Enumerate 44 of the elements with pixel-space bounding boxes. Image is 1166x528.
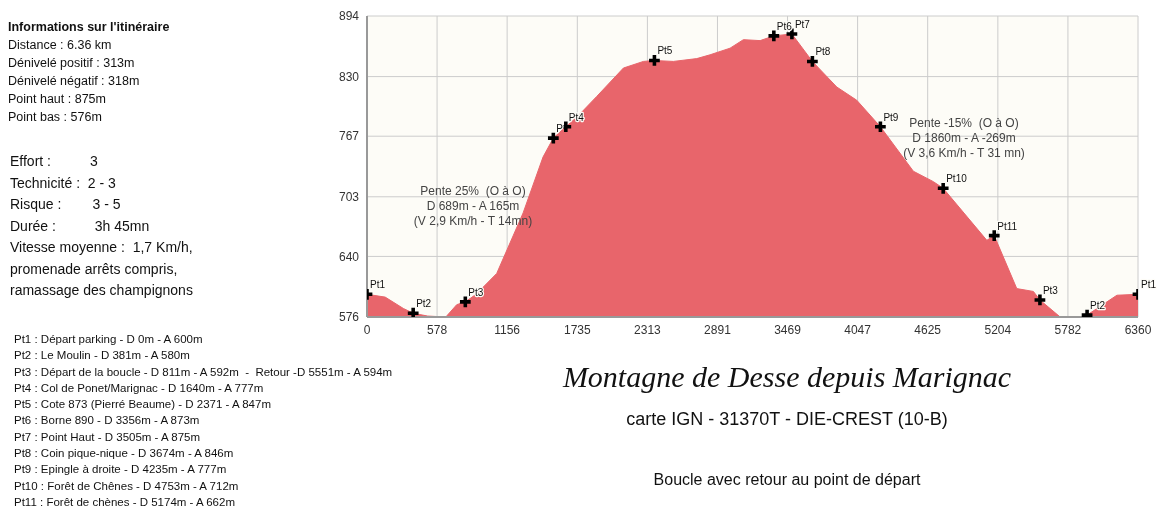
annotation: Pt6 xyxy=(776,20,793,32)
point xyxy=(937,182,949,194)
annotation: Pt9 xyxy=(883,111,899,123)
text: Montagne de Desse depuis Marignac xyxy=(561,360,1013,394)
annotation: Pente -15% (O à O) D 1860m - A -269m (V 3,6 Km/h - T 31 mn) xyxy=(903,116,1025,161)
annotation: Pt8 xyxy=(815,46,831,58)
x-tick-label: 4047 xyxy=(844,322,872,337)
x-tick-label: 6360 xyxy=(1124,322,1152,337)
y-tick-label: 767 xyxy=(338,129,360,144)
x-tick-label: 4625 xyxy=(914,322,942,337)
annotation: Pt2 xyxy=(416,298,432,310)
annotation: Pt1 xyxy=(1141,279,1157,291)
point xyxy=(1034,294,1046,306)
annotation: Pt3 xyxy=(1042,284,1059,296)
point xyxy=(407,307,419,317)
annotation: P xyxy=(556,123,564,135)
y-tick-label: 576 xyxy=(338,310,360,325)
point xyxy=(768,30,780,42)
x-tick-label: 2891 xyxy=(704,322,732,337)
text: Informations sur l'itinéraire Distance : 6.36 km Dénivelé positif : 313m Dénivelé négatif : 318m Point haut : 875m Point bas : 576m xyxy=(8,19,170,126)
point xyxy=(459,296,471,308)
x-tick-label: 5204 xyxy=(984,322,1012,337)
x-tick-label: 1735 xyxy=(563,322,591,337)
x-tick-label: 3469 xyxy=(774,322,802,337)
point xyxy=(786,28,798,40)
y-tick-label: 830 xyxy=(338,69,360,84)
annotation: Pt1 xyxy=(370,279,386,291)
annotation: Pt10 xyxy=(946,173,968,185)
x-tick-label: 1156 xyxy=(494,322,521,337)
y-tick-label: 894 xyxy=(338,9,360,24)
text: Effort : 3 Technicité : 2 - 3 Risque : 3 - 5 Durée : 3h 45mn Vitesse moyenne : 1,7 Km/h, promenade arrêts compris, ramassage des champignons xyxy=(10,152,193,300)
x-tick-label: 578 xyxy=(427,322,448,337)
annotation: Pt7 xyxy=(794,18,811,30)
x-tick-label: 2313 xyxy=(634,322,662,337)
text: Boucle avec retour au point de départ xyxy=(652,470,922,490)
x-tick-label: 5782 xyxy=(1054,322,1082,337)
annotation: Pt5 xyxy=(657,45,673,57)
point xyxy=(875,121,886,133)
y-tick-label: 703 xyxy=(338,190,360,205)
y-tick-label: 640 xyxy=(338,249,360,264)
text: carte IGN - 31370T - DIE-CREST (10-B) xyxy=(625,408,949,430)
annotation: Pt11 xyxy=(997,220,1018,232)
point xyxy=(988,230,1000,241)
point xyxy=(547,132,559,144)
